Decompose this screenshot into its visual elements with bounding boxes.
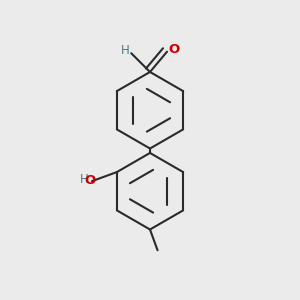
Text: H: H [80,173,89,186]
Text: O: O [85,174,96,187]
Text: H: H [120,44,129,57]
Text: O: O [169,43,180,56]
